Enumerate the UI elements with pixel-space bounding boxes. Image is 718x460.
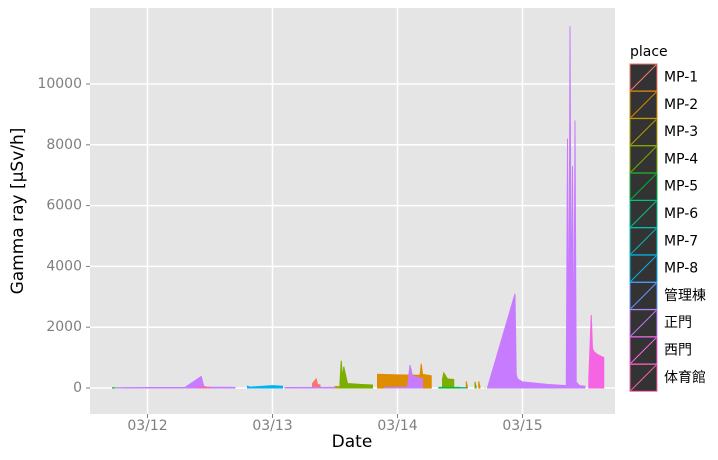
series-area — [377, 363, 481, 389]
x-tick-label: 03/12 — [127, 418, 167, 434]
legend-key-line — [630, 91, 657, 118]
legend-label: MP-5 — [664, 179, 698, 195]
y-tick-label: 8000 — [46, 137, 82, 153]
y-tick-label: 2000 — [46, 319, 82, 335]
legend-title: place — [630, 44, 668, 60]
legend-key-line — [630, 364, 657, 391]
series-area — [197, 386, 211, 389]
series-area — [588, 315, 605, 389]
legend-key-line — [630, 255, 657, 282]
legend-key-line — [630, 201, 657, 227]
series-area — [247, 385, 283, 389]
y-axis-title: Gamma ray [μSv/h] — [8, 128, 28, 295]
x-axis-title: Date — [332, 432, 373, 452]
y-tick-label: 6000 — [46, 198, 82, 214]
legend-key-line — [630, 310, 657, 337]
legend-label: 西門 — [664, 343, 692, 359]
legend-label: MP-4 — [664, 151, 698, 167]
legend-key-line — [630, 173, 657, 200]
x-tick-label: 03/14 — [377, 418, 417, 434]
legend-label: 正門 — [664, 315, 692, 331]
y-tick-label: 0 — [73, 380, 82, 396]
legend-label: MP-2 — [664, 97, 698, 113]
y-tick-label: 10000 — [37, 76, 82, 92]
legend-key-line — [630, 64, 657, 91]
legend-label: MP-6 — [664, 206, 698, 222]
legend-label: MP-7 — [664, 233, 698, 249]
plot-panel — [90, 8, 615, 414]
legend-key-line — [630, 283, 657, 309]
legend-label: MP-1 — [664, 70, 698, 86]
x-tick-label: 03/15 — [502, 418, 542, 434]
x-tick-label: 03/13 — [252, 418, 292, 434]
legend-label: MP-3 — [664, 124, 698, 140]
series-area — [115, 26, 586, 389]
legend-label: MP-8 — [664, 261, 698, 277]
y-tick-label: 4000 — [46, 258, 82, 274]
legend-label: 管理棟 — [664, 288, 706, 304]
legend-key-line — [630, 228, 657, 255]
legend-key-line — [630, 119, 657, 145]
legend-key-line — [630, 146, 657, 173]
legend-key-line — [630, 337, 657, 364]
legend-label: 体育館 — [664, 369, 706, 386]
